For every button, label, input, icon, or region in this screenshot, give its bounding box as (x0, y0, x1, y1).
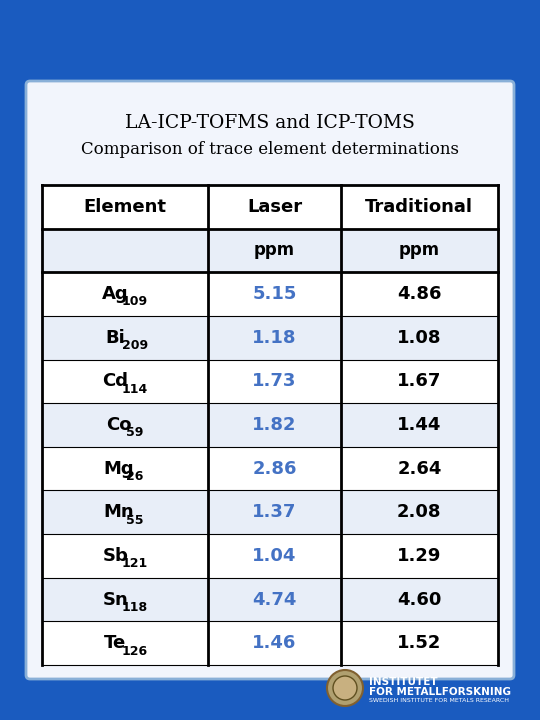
Text: 4.86: 4.86 (397, 285, 442, 303)
Text: 26: 26 (126, 470, 144, 483)
Text: Ag: Ag (102, 285, 129, 303)
Text: Mn: Mn (103, 503, 134, 521)
Text: 2.86: 2.86 (252, 459, 297, 477)
Text: 1.29: 1.29 (397, 547, 442, 565)
Text: 55: 55 (126, 513, 144, 526)
Text: FOR METALLFORSKNING: FOR METALLFORSKNING (369, 687, 511, 697)
Text: 126: 126 (122, 644, 148, 657)
Text: 1.44: 1.44 (397, 416, 442, 434)
Text: 2.08: 2.08 (397, 503, 442, 521)
Text: ppm: ppm (399, 241, 440, 259)
Bar (42, 272, 498, 316)
Text: 1.04: 1.04 (252, 547, 297, 565)
Bar (42, 229, 498, 272)
Text: 118: 118 (122, 601, 148, 614)
Text: 2.64: 2.64 (397, 459, 442, 477)
Bar (42, 403, 498, 447)
Bar (42, 359, 498, 403)
Text: Laser: Laser (247, 198, 302, 216)
Text: SWEDISH INSTITUTE FOR METALS RESEARCH: SWEDISH INSTITUTE FOR METALS RESEARCH (369, 698, 509, 703)
Text: 1.52: 1.52 (397, 634, 442, 652)
Text: LA-ICP-TOFMS and ICP-TOMS: LA-ICP-TOFMS and ICP-TOMS (125, 114, 415, 132)
Text: 1.08: 1.08 (397, 329, 442, 347)
Bar (42, 490, 498, 534)
Text: Comparison of trace element determinations: Comparison of trace element determinatio… (81, 142, 459, 158)
Text: Element: Element (84, 198, 167, 216)
Bar (42, 447, 498, 490)
Text: Traditional: Traditional (366, 198, 474, 216)
Text: 1.67: 1.67 (397, 372, 442, 390)
Text: 209: 209 (122, 339, 148, 352)
Text: 121: 121 (122, 557, 148, 570)
Text: 59: 59 (126, 426, 144, 439)
Text: 4.60: 4.60 (397, 590, 442, 608)
Text: 1.73: 1.73 (252, 372, 297, 390)
Text: 1.18: 1.18 (252, 329, 297, 347)
Circle shape (333, 676, 357, 700)
Bar (42, 534, 498, 577)
Text: Te: Te (104, 634, 126, 652)
Text: 1.37: 1.37 (252, 503, 297, 521)
Text: Mg: Mg (103, 459, 134, 477)
Text: 1.82: 1.82 (252, 416, 297, 434)
Bar (42, 185, 498, 229)
Text: Bi: Bi (106, 329, 125, 347)
Text: 4.74: 4.74 (252, 590, 297, 608)
Bar (42, 577, 498, 621)
Text: Sn: Sn (103, 590, 129, 608)
Bar (42, 185, 498, 665)
Text: Co: Co (106, 416, 131, 434)
Text: INSTITUTET: INSTITUTET (369, 677, 437, 687)
Text: 1.46: 1.46 (252, 634, 297, 652)
Text: 5.15: 5.15 (252, 285, 297, 303)
Bar (42, 316, 498, 359)
Text: 114: 114 (122, 383, 148, 396)
Text: ppm: ppm (254, 241, 295, 259)
Text: 109: 109 (122, 295, 148, 308)
Circle shape (327, 670, 363, 706)
Text: Sb: Sb (103, 547, 129, 565)
FancyBboxPatch shape (26, 81, 514, 679)
Text: Cd: Cd (103, 372, 129, 390)
Bar (42, 621, 498, 665)
